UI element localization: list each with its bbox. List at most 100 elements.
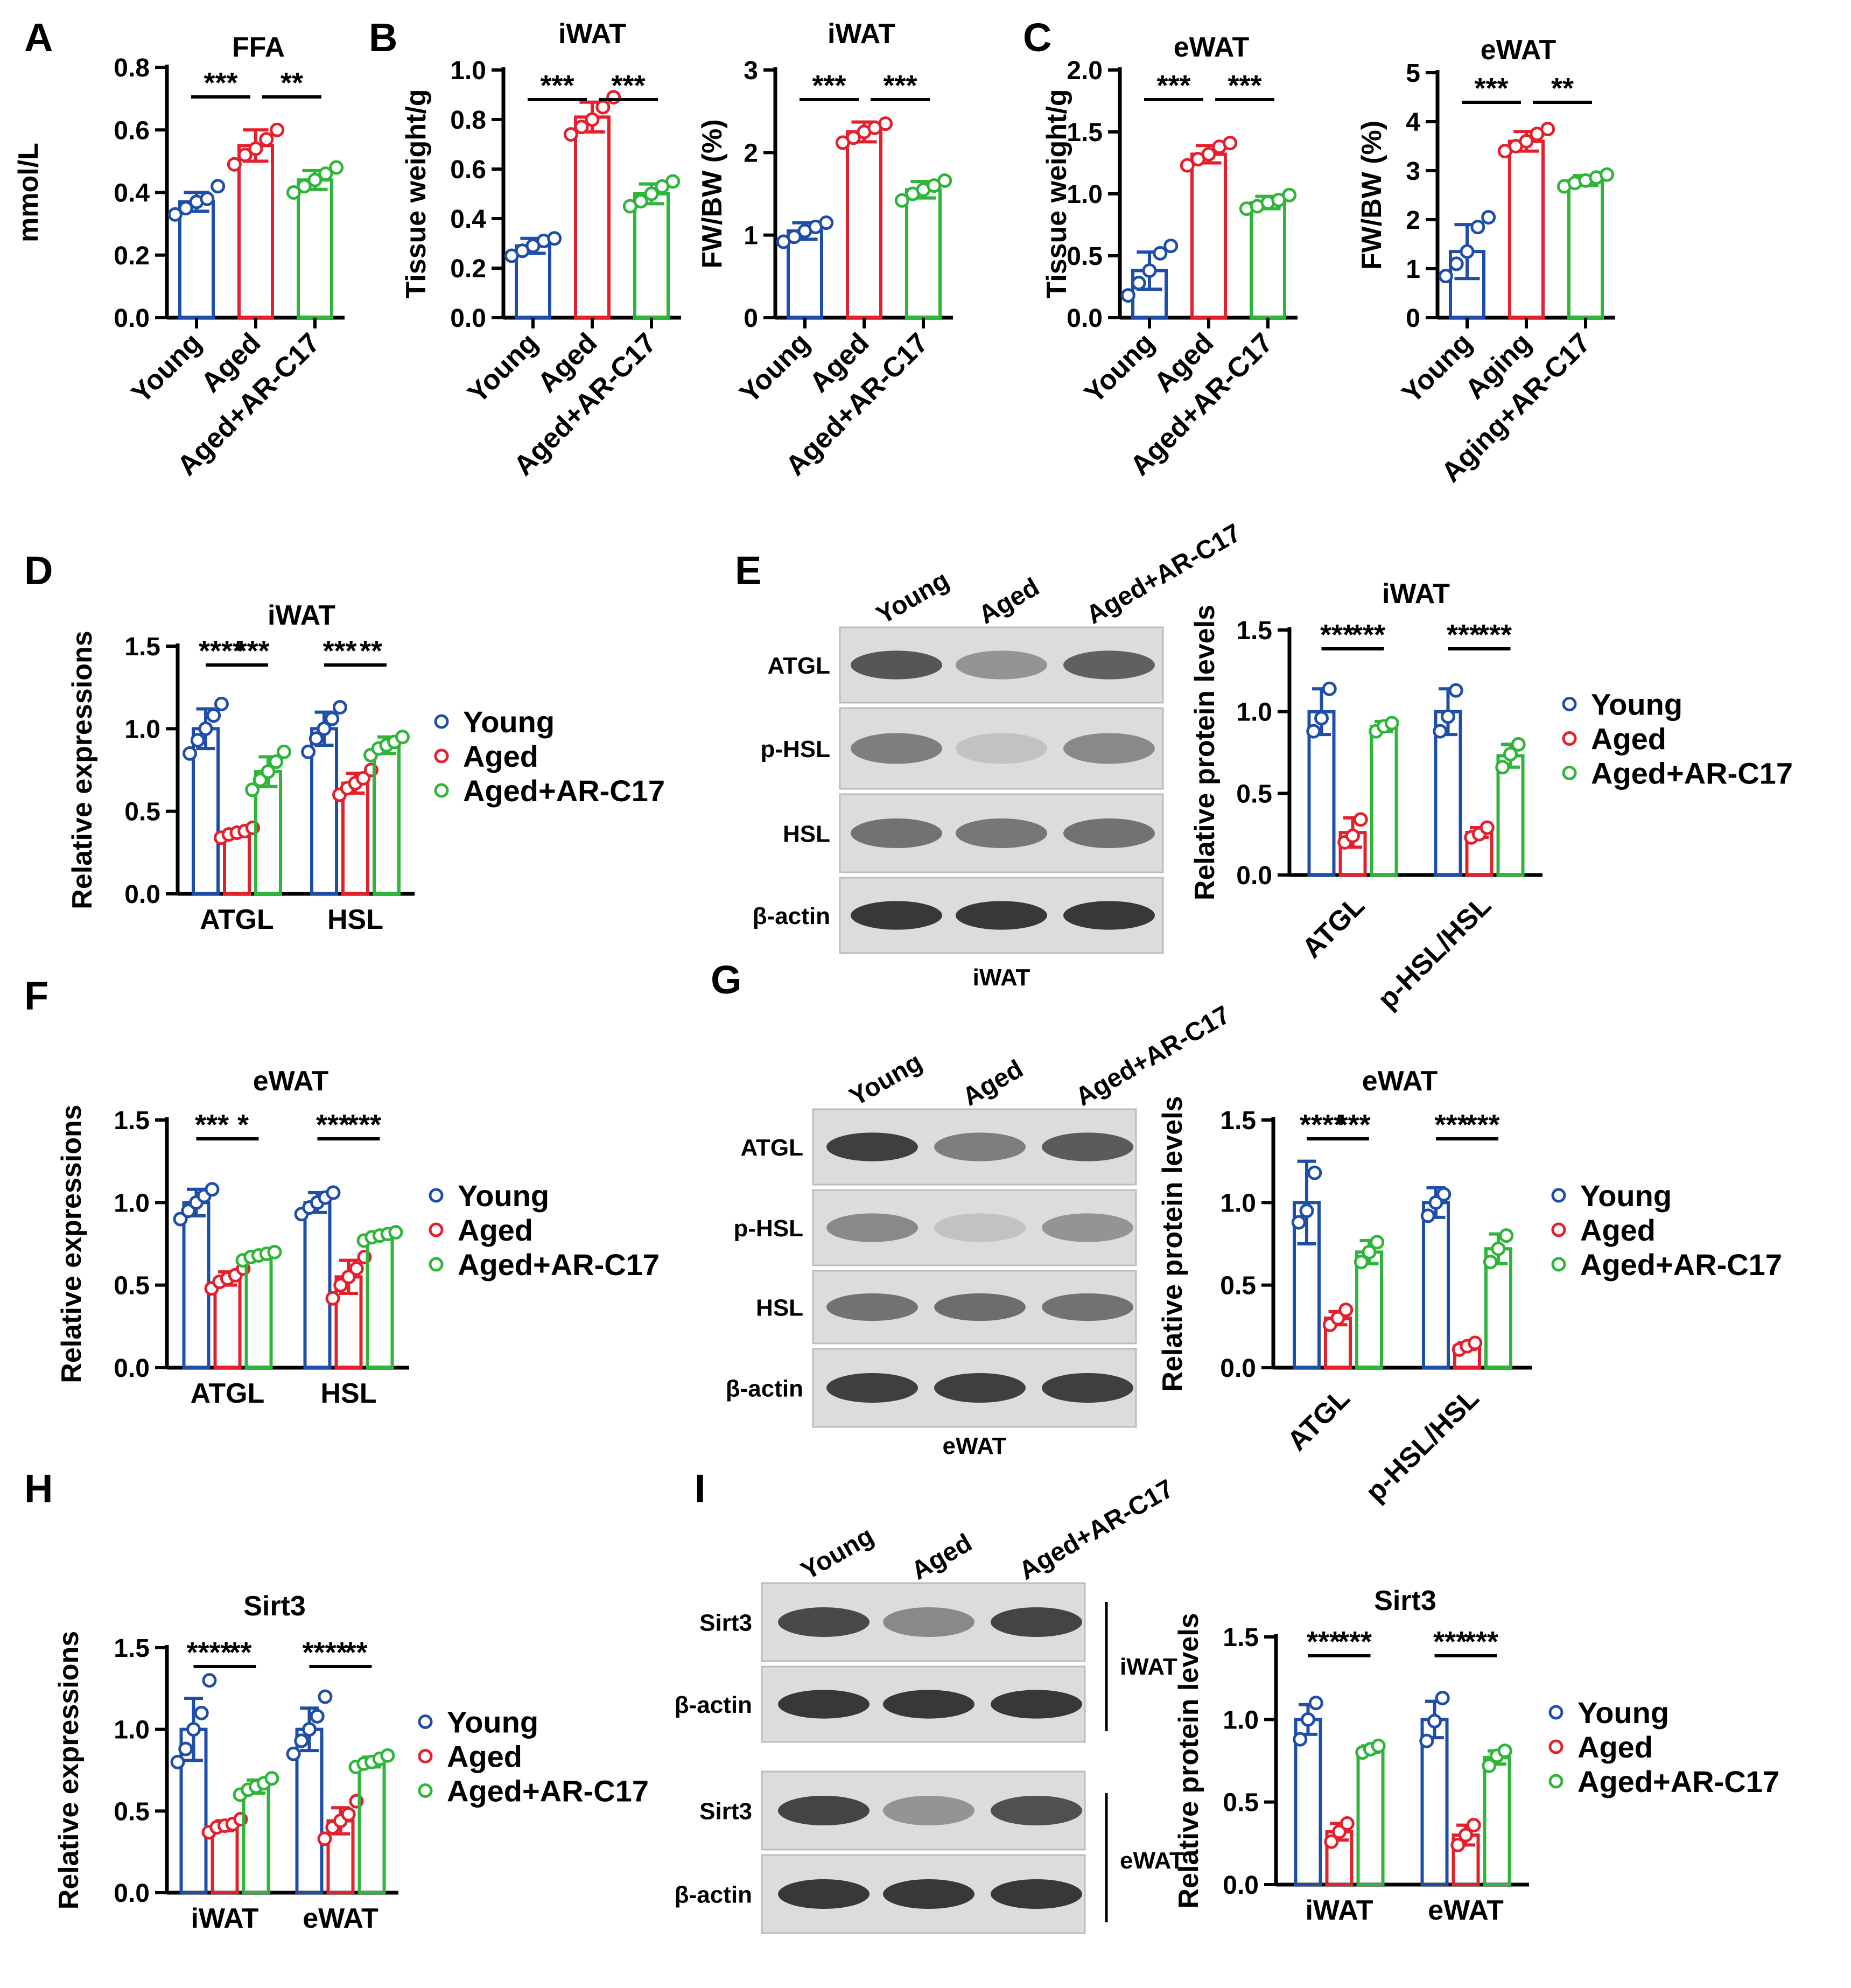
data-point: [633, 194, 648, 209]
legend-marker-aged: [1548, 1739, 1563, 1754]
blot-band: [1063, 733, 1155, 764]
data-point: [1470, 220, 1485, 235]
data-point: [1362, 1244, 1377, 1259]
data-point: [349, 1261, 364, 1276]
data-point: [1511, 737, 1526, 752]
chart-g: eWAT Relative protein levels 0.0 0.5 1.0 1.5 A…: [1157, 1066, 1782, 1508]
blot-band: [1063, 818, 1155, 849]
lane-label: Aged: [907, 1529, 977, 1586]
data-point: [183, 746, 198, 761]
series-0-bar: [182, 1201, 211, 1369]
blot-band: [934, 1213, 1026, 1242]
lane-label: Young: [796, 1522, 879, 1586]
blot-band: [956, 901, 1047, 930]
series-2-bar: [357, 1760, 386, 1894]
blot-band: [851, 901, 942, 930]
data-point: [186, 1722, 201, 1737]
blot-band: [1042, 1373, 1133, 1403]
significance-label: **: [345, 1636, 367, 1669]
y-tick-label: 1: [744, 222, 758, 250]
blot-row-label: β-actin: [675, 1692, 752, 1718]
data-point: [1120, 288, 1135, 303]
significance-label: **: [229, 1636, 251, 1669]
y-tick-label: 0.6: [450, 156, 486, 184]
y-tick-label: 1.5: [1223, 1623, 1259, 1652]
y-tick-label: 0.5: [124, 798, 160, 827]
blot-i: Young Aged Aged+AR-C17 Sirt3 β-actin Sirt3 β-a…: [675, 1474, 1179, 1934]
data-point: [286, 185, 301, 200]
data-point: [1441, 709, 1455, 724]
y-tick-label: 1.0: [114, 1189, 150, 1217]
data-point: [1540, 122, 1555, 137]
data-point: [302, 1722, 317, 1737]
series-1-bar: [223, 831, 251, 895]
blot-row-label: β-actin: [753, 903, 830, 929]
blot-row-label: HSL: [756, 1295, 803, 1321]
legend-label-young: Young: [463, 705, 555, 739]
data-point: [1345, 828, 1360, 843]
lane-label: Aged: [974, 573, 1044, 630]
significance-label: ****: [1300, 1109, 1345, 1141]
y-axis-label: Relative expressions: [56, 1104, 87, 1383]
blot-band: [934, 1293, 1026, 1321]
data-point: [310, 1709, 325, 1724]
y-tick-label: 0.0: [114, 304, 150, 333]
y-tick-label: 1.0: [1236, 698, 1272, 727]
blot-tissue-label: iWAT: [1120, 1654, 1177, 1680]
blot-band: [851, 650, 942, 680]
data-point: [332, 699, 347, 715]
y-tick-label: 0.0: [450, 304, 486, 333]
data-point: [1460, 244, 1475, 259]
data-point: [206, 708, 221, 723]
bar-2-bar: [297, 178, 333, 319]
chart-title: eWAT: [1481, 34, 1556, 66]
data-point: [388, 1225, 403, 1240]
bar-2-bar: [905, 188, 942, 320]
y-axis-label: Relative expressions: [67, 631, 98, 909]
data-point: [1420, 1208, 1435, 1223]
significance-label: ***: [1434, 1109, 1468, 1141]
bar-2-bar: [1250, 201, 1286, 319]
bar-1-bar: [1508, 139, 1545, 319]
data-point: [787, 229, 802, 244]
bar-1-bar: [1190, 152, 1227, 319]
data-point: [1371, 1738, 1386, 1753]
significance-label: ***: [204, 67, 237, 99]
legend-marker-aged: [434, 748, 449, 764]
blot-band: [956, 818, 1047, 849]
panel-label-h: H: [24, 1466, 53, 1511]
data-point: [1370, 1235, 1385, 1250]
data-point: [380, 1748, 395, 1763]
data-point: [214, 696, 229, 711]
data-point: [1450, 1837, 1466, 1852]
significance-label: ***: [1320, 619, 1354, 651]
y-tick-label: 0: [1406, 304, 1420, 333]
bar-0-bar: [178, 200, 215, 319]
blot-row-label: β-actin: [675, 1882, 752, 1908]
legend-marker-treat: [418, 1783, 433, 1798]
data-point: [585, 112, 600, 127]
legend-marker-aged: [1551, 1222, 1566, 1237]
y-tick-label: 0.0: [124, 880, 160, 909]
series-2-bar: [1356, 1747, 1385, 1887]
data-point: [1499, 1228, 1514, 1243]
data-point: [1131, 276, 1146, 291]
data-point: [276, 744, 291, 759]
x-tick-label: p-HSL/HSL: [1359, 1382, 1485, 1508]
series-2-bar: [244, 1254, 273, 1369]
legend-label-young: Young: [458, 1179, 549, 1213]
data-point: [1436, 1187, 1452, 1202]
significance-label: *: [237, 1109, 249, 1141]
y-axis-label: Relative protein levels: [1173, 1613, 1204, 1908]
legend-marker-aged: [418, 1749, 433, 1763]
data-point: [1519, 134, 1534, 149]
blot-band: [991, 1879, 1082, 1909]
y-tick-label: 1.0: [1223, 1706, 1259, 1734]
data-point: [1419, 1733, 1434, 1748]
data-point: [1449, 256, 1464, 271]
x-tick-label: ATGL: [191, 1378, 265, 1409]
data-point: [574, 120, 589, 135]
legend-marker-young: [434, 714, 449, 729]
